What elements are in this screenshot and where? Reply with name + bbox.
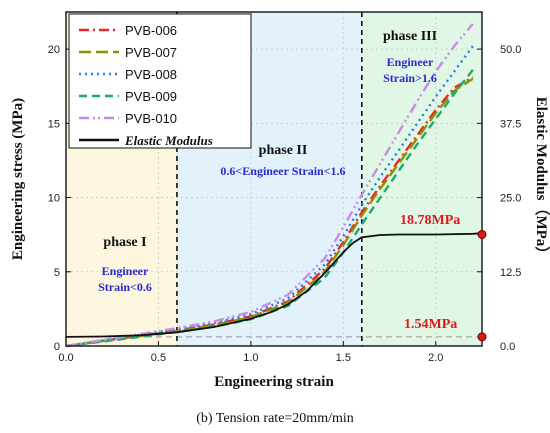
phase-description-1: Engineer [102,264,149,278]
legend-label: PVB-008 [125,67,177,82]
phase-background-3 [361,12,482,346]
series-line-pvb-008 [65,45,474,348]
y-tick-label: 0 [54,341,60,353]
y2-tick-label: 50.0 [500,44,521,56]
legend-label: Elastic Modulus [124,133,213,148]
legend-box [68,13,252,149]
x-axis-title: Engineering strain [214,374,334,390]
legend-label: PVB-006 [125,23,177,38]
y2-tick-label: 37.5 [500,118,521,130]
x-tick-label: 2.0 [428,352,443,364]
series-line-pvb-010 [65,23,474,348]
annotation-marker [477,229,487,239]
x-tick-label: 0.5 [151,352,166,364]
annotation-label: 18.78MPa [400,213,460,228]
legend-label: PVB-010 [125,111,177,126]
phase-description-3: Strain>1.6 [383,71,437,85]
y2-tick-label: 12.5 [500,267,521,279]
y2-tick-label: 25.0 [500,193,521,205]
plot-frame [65,11,483,347]
phase-title-2: phase II [259,143,308,158]
annotation-marker [477,332,487,342]
series-line-elastic-modulus [65,232,483,338]
phase-description-1: Strain<0.6 [98,280,152,294]
phase-description-2: 0.6<Engineer Strain<1.6 [220,164,345,178]
phase-title-1: phase I [103,235,146,250]
legend-label: PVB-009 [125,89,177,104]
phase-description-3: Engineer [387,55,434,69]
y-tick-label: 15 [48,118,60,130]
x-tick-label: 1.0 [243,352,258,364]
phase-title-3: phase III [383,29,437,44]
annotation-label: 1.54MPa [404,317,457,332]
y2-axis-title: Elastic Modulus（MPa） [533,97,550,262]
y-axis-title: Engineering stress (MPa) [10,98,26,260]
series-line-pvb-006 [65,76,474,348]
y-tick-label: 5 [54,267,60,279]
y-tick-label: 10 [48,193,60,205]
legend-label: PVB-007 [125,45,177,60]
y-tick-label: 20 [48,44,60,56]
figure-caption: (b) Tension rate=20mm/min [196,411,354,426]
y2-tick-label: 0.0 [500,341,515,353]
x-tick-label: 1.5 [336,352,351,364]
x-tick-label: 0.0 [58,352,73,364]
